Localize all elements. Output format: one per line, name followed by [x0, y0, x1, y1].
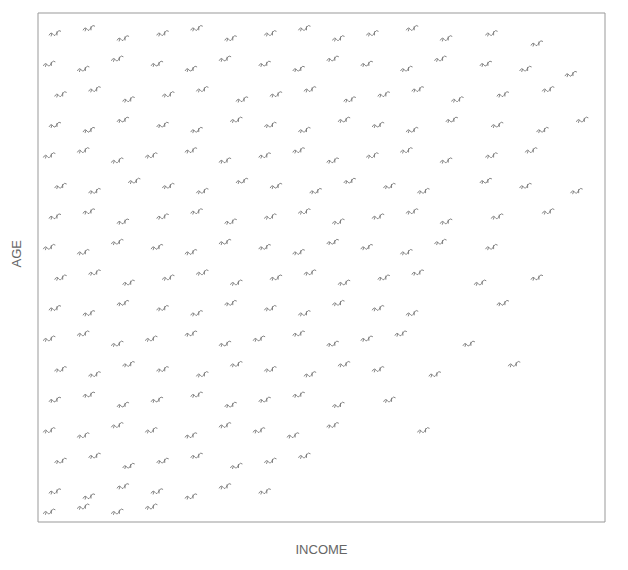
svg-text:AGE: AGE	[9, 240, 24, 268]
svg-text:INCOME: INCOME	[296, 542, 348, 557]
